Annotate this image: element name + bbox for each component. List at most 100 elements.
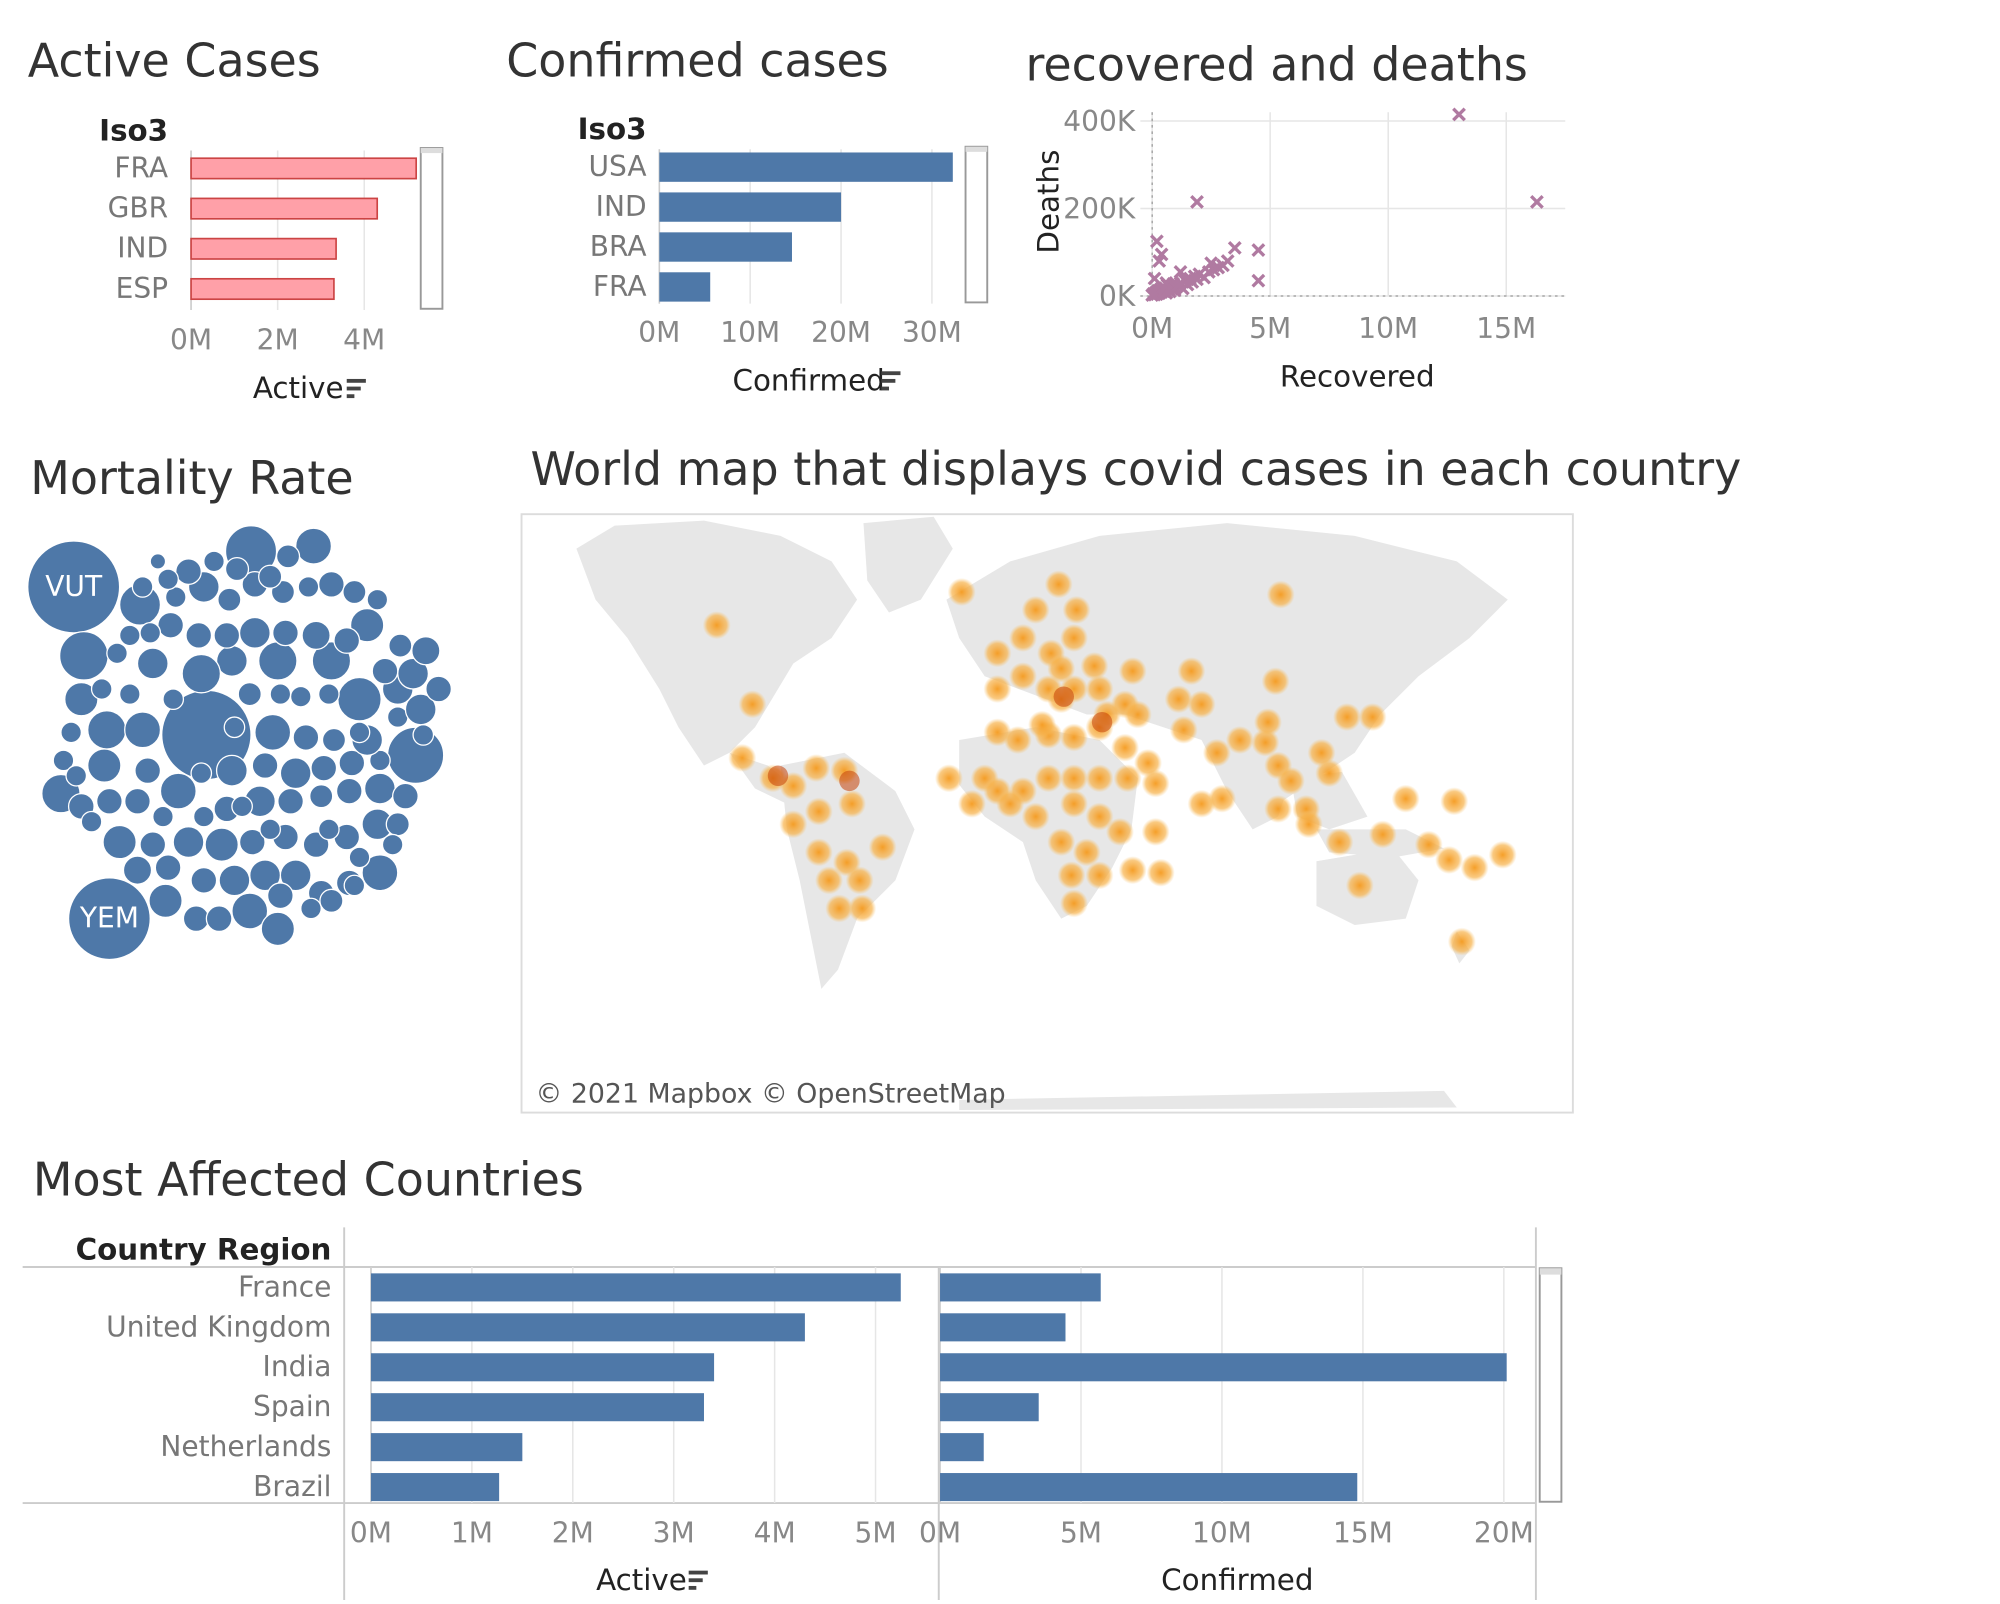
bubble[interactable] [118, 624, 141, 647]
bubble[interactable] [190, 762, 213, 785]
bubble[interactable] [301, 620, 331, 651]
heat-dot[interactable] [1202, 738, 1231, 767]
heat-hotspot[interactable] [1091, 711, 1113, 733]
bubble[interactable] [124, 787, 151, 815]
bubble[interactable] [338, 749, 366, 777]
bar-ind[interactable] [190, 237, 337, 260]
bar-bra[interactable] [659, 232, 792, 262]
heat-dot[interactable] [1146, 858, 1175, 887]
heat-dot[interactable] [1141, 817, 1170, 846]
bubble[interactable] [157, 611, 185, 639]
scatter-point[interactable] [1251, 273, 1266, 288]
heat-dot[interactable] [1435, 845, 1464, 875]
heat-dot[interactable] [947, 577, 976, 607]
heat-dot[interactable] [1266, 580, 1295, 609]
heat-dot[interactable] [1123, 700, 1152, 729]
bubble[interactable] [102, 824, 137, 860]
bubble[interactable] [80, 810, 103, 833]
bubble[interactable] [289, 685, 312, 708]
bubble[interactable] [154, 854, 182, 882]
heat-dot[interactable] [1085, 674, 1114, 704]
bubble[interactable] [217, 587, 242, 612]
heat-dot[interactable] [1169, 715, 1198, 744]
heat-dot[interactable] [1062, 595, 1091, 624]
heat-dot[interactable] [804, 838, 833, 867]
bubble[interactable] [60, 721, 82, 744]
bar-brazil[interactable] [940, 1473, 1358, 1502]
bar-brazil[interactable] [370, 1473, 500, 1502]
heat-dot[interactable] [1085, 861, 1114, 890]
bar-fra[interactable] [659, 272, 711, 302]
bubble[interactable] [181, 653, 222, 694]
confirmed-cases-scrollbar[interactable] [964, 145, 989, 304]
bubble[interactable] [175, 558, 202, 586]
bar-france[interactable] [370, 1273, 901, 1302]
bar-india[interactable] [940, 1353, 1507, 1382]
bubble[interactable] [124, 711, 162, 749]
heat-dot[interactable] [1440, 787, 1469, 816]
bubble[interactable] [64, 681, 99, 717]
bar-france[interactable] [940, 1273, 1101, 1302]
bubble[interactable] [279, 757, 312, 790]
heat-dot[interactable] [1294, 810, 1323, 839]
heat-dot[interactable] [996, 789, 1025, 818]
heat-hotspot[interactable] [767, 765, 789, 786]
heat-dot[interactable] [702, 611, 731, 640]
bubble[interactable] [335, 777, 363, 805]
bubble[interactable] [397, 657, 430, 690]
heat-dot[interactable] [1187, 690, 1216, 719]
heat-dot[interactable] [1008, 623, 1038, 652]
bubble[interactable] [369, 749, 391, 772]
heat-dot[interactable] [804, 797, 833, 826]
sort-descending-icon[interactable] [688, 1570, 708, 1590]
bubble[interactable] [366, 588, 389, 611]
active-cases-scrollbar[interactable] [419, 147, 444, 310]
bubble[interactable] [65, 764, 88, 787]
heat-dot[interactable] [1261, 667, 1290, 696]
heat-dot[interactable] [1057, 861, 1086, 890]
bubble[interactable] [238, 616, 271, 649]
heat-dot[interactable] [1072, 838, 1101, 867]
bubble[interactable] [300, 897, 322, 920]
bubble[interactable] [157, 568, 179, 591]
heat-dot[interactable] [1003, 725, 1032, 755]
map-credit[interactable]: © 2021 Mapbox © OpenStreetMap [536, 1078, 1006, 1109]
bar-netherlands[interactable] [370, 1433, 523, 1462]
bar-fra[interactable] [190, 157, 418, 180]
bubble[interactable] [277, 787, 304, 815]
heat-dot[interactable] [1276, 766, 1305, 795]
bubble[interactable] [215, 644, 248, 677]
heat-dot[interactable] [845, 866, 874, 895]
bar-india[interactable] [370, 1353, 715, 1382]
bubble[interactable] [319, 888, 344, 913]
bubble[interactable] [348, 721, 371, 744]
bubble[interactable] [231, 892, 269, 930]
bar-ind[interactable] [659, 192, 842, 222]
heat-dot[interactable] [1368, 820, 1397, 849]
bubble[interactable] [272, 619, 299, 647]
bubble[interactable] [342, 579, 367, 605]
bubble[interactable] [203, 550, 225, 573]
sort-descending-icon[interactable] [881, 371, 901, 391]
scatter-point[interactable] [1227, 240, 1242, 255]
bubble[interactable] [381, 833, 404, 856]
heat-dot[interactable] [1047, 654, 1076, 683]
heat-dot[interactable] [1333, 703, 1362, 732]
heat-dot[interactable] [1021, 595, 1050, 624]
heat-dot[interactable] [779, 810, 808, 839]
heat-dot[interactable] [802, 754, 831, 783]
bubble[interactable] [333, 627, 361, 654]
heat-dot[interactable] [1118, 657, 1147, 686]
bar-united-kingdom[interactable] [370, 1313, 805, 1342]
heat-dot[interactable] [1133, 748, 1163, 778]
scatter-point[interactable] [1220, 254, 1235, 268]
heat-dot[interactable] [1028, 710, 1057, 739]
heat-dot[interactable] [1391, 784, 1420, 813]
active-cases-scroll-thumb[interactable] [420, 148, 443, 154]
bubble[interactable] [371, 657, 399, 685]
bubble[interactable] [139, 622, 162, 644]
scatter-point[interactable] [1147, 271, 1162, 286]
bubble[interactable] [310, 754, 338, 782]
confirmed-cases-scroll-thumb[interactable] [965, 146, 988, 152]
bubble[interactable] [159, 772, 197, 810]
